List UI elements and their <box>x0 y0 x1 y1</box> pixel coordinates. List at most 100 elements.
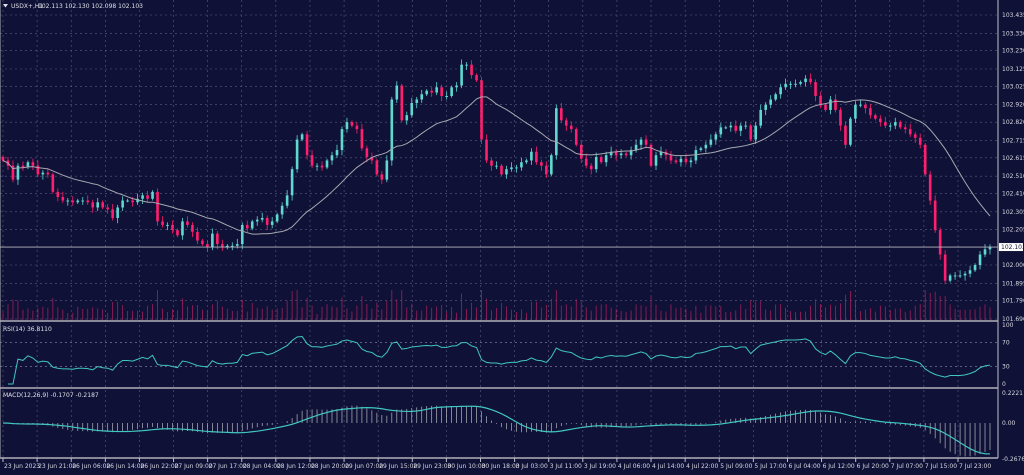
price-tick-label: 102.410 <box>1002 191 1024 198</box>
bearish-candle <box>844 125 847 145</box>
bullish-candle <box>240 224 244 245</box>
bearish-candle <box>908 129 912 135</box>
x-tick-label: 3 Jul 19:00 <box>584 463 616 470</box>
bearish-candle <box>599 156 603 163</box>
bearish-candle <box>21 165 25 168</box>
collapse-triangle-icon[interactable] <box>3 4 8 8</box>
bullish-candle <box>181 221 184 236</box>
bullish-candle <box>390 99 394 161</box>
macd-tick-label: 0.00 <box>1002 420 1016 427</box>
x-tick-label: 4 Jul 22:00 <box>686 463 718 470</box>
x-tick-label: 6 Jul 04:00 <box>788 463 820 470</box>
bearish-candle <box>933 200 937 231</box>
bullish-candle <box>445 96 448 98</box>
x-tick-label: 5 Jul 17:00 <box>754 463 786 470</box>
bullish-candle <box>739 125 743 131</box>
bullish-candle <box>774 94 777 100</box>
bearish-candle <box>171 224 174 231</box>
bearish-candle <box>644 139 648 145</box>
bullish-candle <box>465 64 468 66</box>
price-tick-label: 103.435 <box>1002 12 1024 19</box>
bearish-candle <box>106 207 109 210</box>
x-tick-label: 29 Jun 15:00 <box>379 463 417 470</box>
macd-tick-label: -0.2676 <box>1002 456 1024 463</box>
bearish-candle <box>560 108 563 121</box>
bearish-candle <box>196 231 199 241</box>
x-tick-label: 27 Jun 09:00 <box>175 463 213 470</box>
bullish-candle <box>211 233 214 248</box>
bullish-candle <box>136 198 139 203</box>
bearish-candle <box>470 64 473 76</box>
bearish-candle <box>320 165 324 168</box>
bullish-candle <box>395 85 399 100</box>
current-price-label: 102.103 <box>1001 244 1024 251</box>
bullish-candle <box>405 115 409 121</box>
rsi-title: RSI(14) 36.8110 <box>3 326 52 333</box>
rsi-line <box>7 335 991 385</box>
bullish-candle <box>550 155 553 175</box>
bearish-candle <box>400 85 404 121</box>
bullish-candle <box>609 151 613 156</box>
bearish-candle <box>61 197 65 201</box>
bearish-candle <box>879 118 882 123</box>
price-tick-label: 103.025 <box>1002 83 1024 90</box>
bullish-candle <box>764 104 767 110</box>
bullish-candle <box>66 200 70 202</box>
price-tick-label: 103.230 <box>1002 48 1024 55</box>
bullish-candle <box>754 125 758 140</box>
bearish-candle <box>884 122 887 126</box>
bullish-candle <box>659 151 663 156</box>
bearish-candle <box>370 156 374 161</box>
price-tick-label: 103.125 <box>1002 66 1024 73</box>
x-tick-label: 3 Jul 03:00 <box>516 463 548 470</box>
bearish-candle <box>485 139 488 161</box>
bearish-candle <box>839 109 842 126</box>
bullish-candle <box>953 275 957 277</box>
bullish-candle <box>520 162 523 168</box>
bearish-candle <box>545 165 548 175</box>
bearish-candle <box>176 230 179 236</box>
bullish-candle <box>295 139 299 170</box>
bearish-candle <box>201 240 204 245</box>
price-tick-label: 102.000 <box>1002 262 1024 269</box>
bullish-candle <box>724 127 728 129</box>
bearish-candle <box>669 155 673 161</box>
bearish-candle <box>221 244 224 248</box>
bearish-candle <box>36 165 40 175</box>
price-tick-label: 101.895 <box>1002 280 1024 287</box>
bearish-candle <box>206 244 209 248</box>
bullish-candle <box>510 167 513 170</box>
bearish-candle <box>156 191 159 222</box>
bullish-candle <box>719 127 723 135</box>
x-tick-label: 28 Jun 20:00 <box>311 463 349 470</box>
bullish-candle <box>699 148 703 151</box>
bearish-candle <box>11 165 15 180</box>
bullish-candle <box>714 134 718 140</box>
current-price-badge <box>999 243 1023 252</box>
bullish-candle <box>410 102 414 116</box>
bullish-candle <box>958 275 962 277</box>
bearish-candle <box>101 202 104 208</box>
bullish-candle <box>231 245 234 247</box>
x-tick-label: 28 Jun 12:00 <box>277 463 315 470</box>
bearish-candle <box>480 80 483 140</box>
x-tick-label: 4 Jul 06:00 <box>618 463 650 470</box>
bearish-candle <box>131 200 134 203</box>
bullish-candle <box>420 94 424 100</box>
bullish-candle <box>250 221 254 229</box>
bearish-candle <box>191 224 194 232</box>
bearish-candle <box>380 174 384 180</box>
bullish-candle <box>799 82 802 84</box>
price-tick-label: 102.820 <box>1002 119 1024 126</box>
bearish-candle <box>31 162 35 166</box>
bearish-candle <box>305 134 309 156</box>
bearish-candle <box>898 122 902 128</box>
bearish-candle <box>430 90 433 93</box>
bullish-candle <box>594 156 598 170</box>
bearish-candle <box>355 125 359 130</box>
bearish-candle <box>928 174 932 201</box>
bearish-candle <box>749 125 753 140</box>
bearish-candle <box>903 127 907 130</box>
bullish-candle <box>126 200 129 202</box>
